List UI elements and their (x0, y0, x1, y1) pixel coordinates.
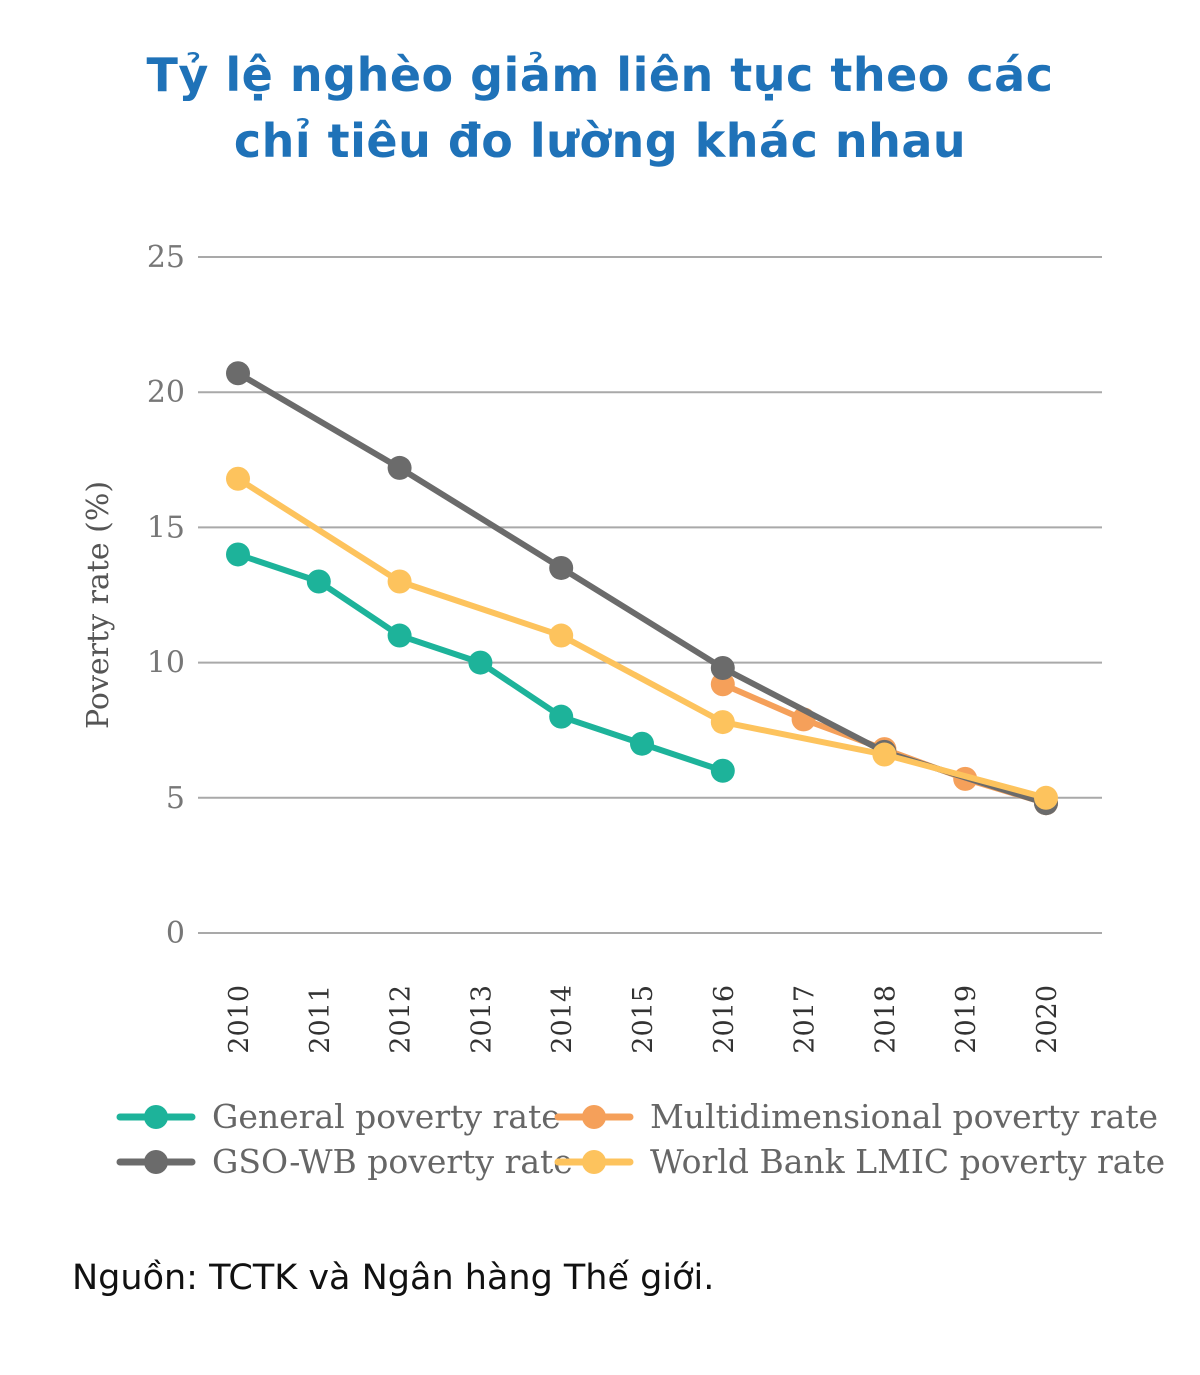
x-tick-label-2011: 2011 (305, 985, 336, 1054)
y-tick-label-10: 10 (147, 646, 185, 681)
x-tick-label-2016: 2016 (709, 985, 740, 1054)
data-point-gso_wb-2010 (226, 361, 250, 386)
data-point-general-2016 (710, 758, 735, 783)
x-tick-label-2019: 2019 (951, 985, 982, 1054)
data-point-gso_wb-2014 (549, 555, 574, 580)
y-tick-label-25: 25 (147, 240, 185, 275)
series-line-world_bank (235, 475, 1049, 801)
legend: General poverty rate Multidimensional pov… (116, 1097, 1165, 1181)
y-tick-label-20: 20 (147, 375, 185, 410)
x-tick-label-2013: 2013 (466, 985, 497, 1054)
data-point-general-2012 (387, 623, 412, 648)
legend-label-multidimensional: Multidimensional poverty rate (650, 1097, 1158, 1136)
data-point-gso_wb-2012 (387, 455, 412, 480)
y-tick-label-5: 5 (166, 781, 185, 816)
x-tick-label-2010: 2010 (224, 985, 255, 1054)
data-point-world_bank-2018 (872, 742, 897, 767)
y-tick-label-0: 0 (166, 916, 185, 951)
y-axis-label: Poverty rate (%) (81, 481, 116, 729)
x-tick-label-2017: 2017 (790, 985, 821, 1054)
data-point-world_bank-2012 (387, 569, 412, 594)
legend-label-general: General poverty rate (212, 1097, 561, 1136)
x-tick-label-2014: 2014 (547, 985, 578, 1054)
legend-label-world_bank: World Bank LMIC poverty rate (650, 1142, 1165, 1181)
x-tick-label-2020: 2020 (1032, 985, 1063, 1054)
chart-title-line-2: chỉ tiêu đo lường khác nhau (233, 114, 967, 168)
x-tick-label-2018: 2018 (870, 985, 901, 1054)
x-tick-label-2015: 2015 (628, 985, 659, 1054)
data-point-world_bank-2014 (549, 623, 574, 648)
legend-marker-gso_wb (144, 1150, 168, 1174)
data-point-world_bank-2020 (1034, 785, 1058, 810)
data-point-general-2010 (226, 542, 250, 567)
y-tick-label-15: 15 (147, 510, 185, 545)
data-point-general-2014 (549, 704, 574, 729)
data-point-gso_wb-2016 (710, 656, 735, 681)
chart-title-line-1: Tỷ lệ nghèo giảm liên tục theo các (146, 48, 1054, 102)
data-point-world_bank-2016 (710, 710, 735, 735)
y-axis-ticks: 0 5 10 15 20 25 (147, 240, 185, 951)
legend-marker-general (144, 1105, 168, 1129)
legend-marker-world_bank (582, 1150, 606, 1174)
legend-label-gso_wb: GSO-WB poverty rate (212, 1142, 573, 1181)
series-layer (226, 361, 1058, 816)
data-point-general-2015 (630, 731, 654, 756)
source-note: Nguồn: TCTK và Ngân hàng Thế giới. (72, 1258, 715, 1298)
data-point-general-2011 (306, 569, 331, 594)
data-point-general-2013 (468, 650, 493, 675)
grid-layer (198, 256, 1102, 934)
x-tick-label-2012: 2012 (386, 985, 417, 1054)
x-axis-ticks: 2010 2011 2012 2013 2014 2015 2016 2017 2018 2019… (224, 985, 1063, 1054)
legend-marker-multidimensional (582, 1105, 606, 1129)
data-point-world_bank-2010 (226, 466, 250, 491)
